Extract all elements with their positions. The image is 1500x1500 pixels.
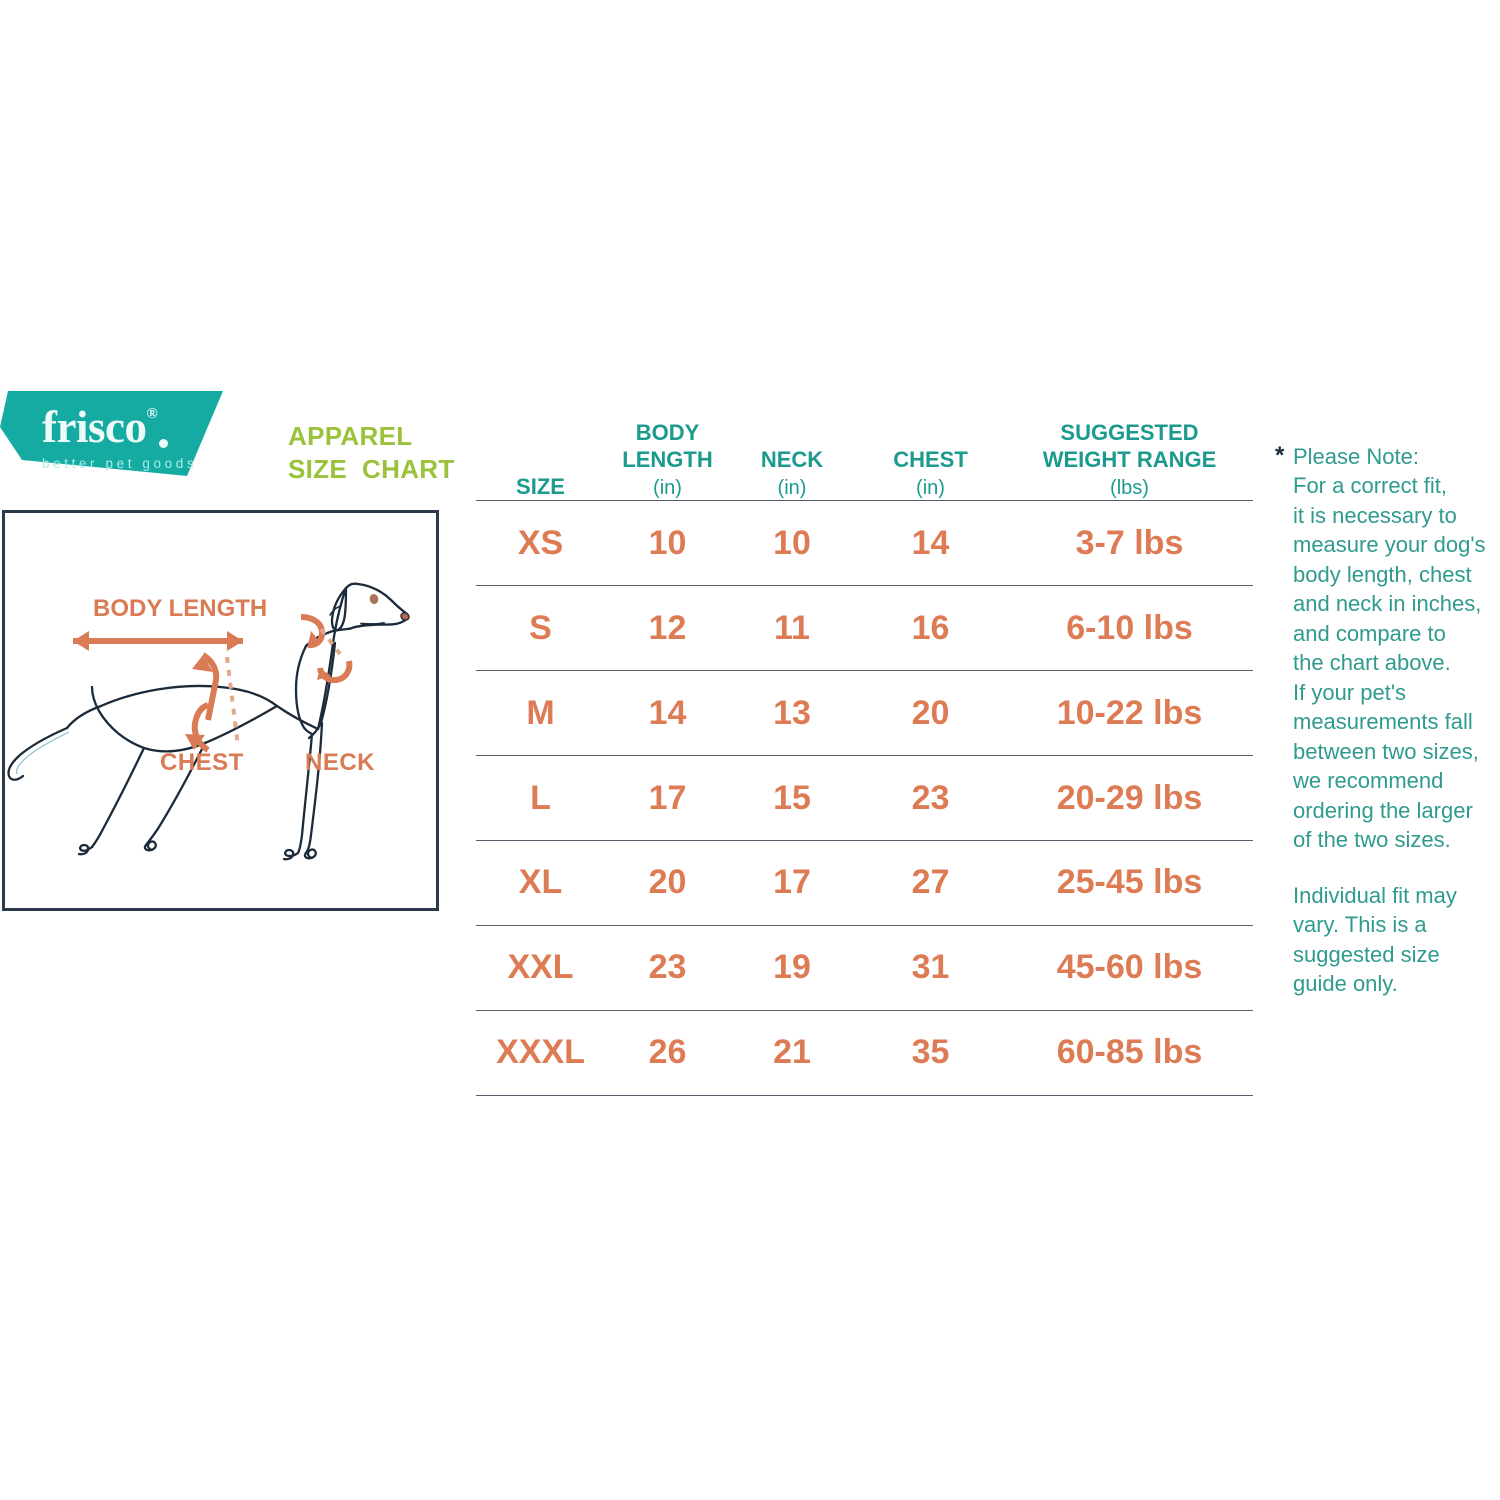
svg-text:NECK: NECK bbox=[305, 749, 375, 776]
svg-text:BODY LENGTH: BODY LENGTH bbox=[93, 595, 267, 622]
svg-text:CHEST: CHEST bbox=[160, 749, 244, 776]
